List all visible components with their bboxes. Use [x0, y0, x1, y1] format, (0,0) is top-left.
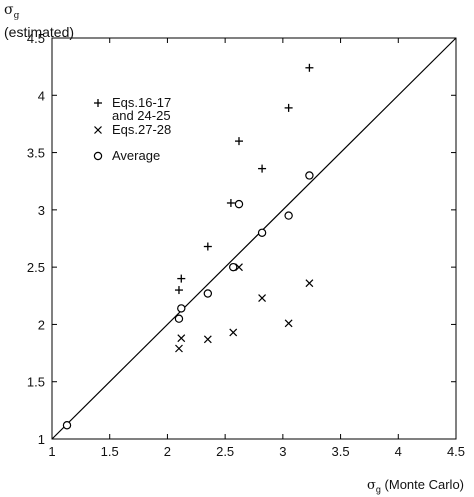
y-tick-label: 4.5 [27, 31, 45, 46]
y-tick-label: 3.5 [27, 146, 45, 161]
x-tick-label: 1.5 [101, 444, 119, 459]
y-tick-label: 2 [38, 317, 45, 332]
plus-marker [234, 137, 243, 146]
x-tick-label: 4.5 [447, 444, 465, 459]
circle-marker [284, 211, 293, 220]
legend-label: Eqs.16-17 [112, 95, 171, 110]
data-markers [62, 63, 314, 430]
plus-marker [203, 242, 212, 251]
axis-ticks: 1 1.5 2 2.5 3 3.5 4 4.5 1 1.5 2 2.5 3 3.5 4 4.5 [27, 31, 465, 459]
circle-marker [177, 304, 186, 313]
legend-plus-symbol [94, 99, 102, 107]
y-tick-label: 1.5 [27, 375, 45, 390]
circle-marker [234, 199, 244, 209]
identity-line [51, 37, 457, 440]
x-marker [284, 319, 293, 328]
x-axis-title: σg (Monte Carlo) [367, 477, 464, 495]
plot-frame [51, 37, 457, 440]
x-marker [258, 294, 267, 303]
legend-label: and 24-25 [112, 108, 171, 123]
circle-marker [203, 289, 213, 298]
y-axis-label: (estimated) [4, 23, 75, 40]
x-tick-label: 2 [164, 444, 171, 459]
x-tick-label: 1 [48, 444, 55, 459]
plus-marker [226, 198, 235, 207]
circle-marker [174, 314, 184, 323]
x-tick-label: 3.5 [332, 444, 350, 459]
x-marker [175, 344, 183, 353]
y-axis-symbol: σg [4, 2, 20, 21]
plus-marker [284, 103, 293, 112]
x-tick-label: 4 [395, 444, 402, 459]
legend-circle-symbol [93, 151, 103, 161]
plus-marker [305, 63, 314, 72]
x-marker [229, 328, 238, 337]
x-tick-label: 2.5 [216, 444, 234, 459]
x-marker [177, 334, 186, 343]
y-tick-label: 3 [38, 203, 45, 218]
y-axis-title: σg (estimated) [4, 2, 74, 40]
plus-marker [177, 274, 186, 283]
plus-marker [174, 286, 183, 295]
circle-marker [229, 262, 238, 272]
y-tick-label: 2.5 [27, 260, 45, 275]
plus-marker [258, 164, 267, 173]
legend-x-symbol [94, 126, 102, 134]
circle-marker [305, 171, 314, 180]
y-tick-label: 4 [38, 88, 45, 103]
legend-label: Eqs.27-28 [112, 122, 171, 137]
y-tick-label: 1 [38, 432, 45, 447]
circle-marker [257, 228, 267, 237]
circle-marker [62, 421, 72, 430]
x-marker [203, 335, 212, 344]
x-marker [305, 279, 314, 288]
x-tick-label: 3 [279, 444, 286, 459]
legend-label: Average [112, 148, 160, 163]
